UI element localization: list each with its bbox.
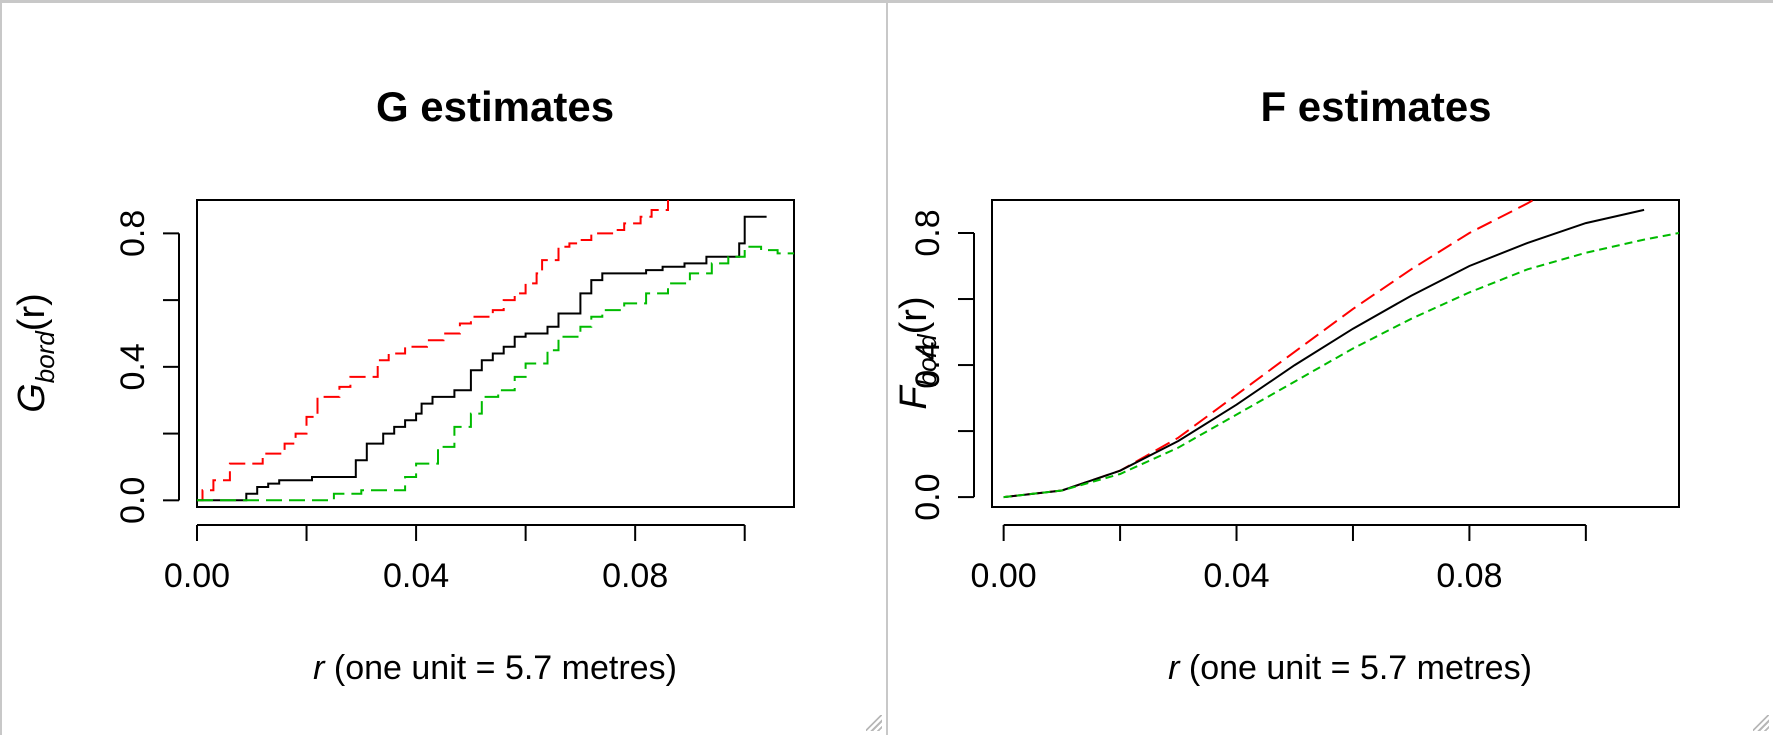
f-estimates-panel: F estimates 0.00 0.04 0.08 0.0 0.4 0.8 r (on… — [886, 0, 1773, 735]
x-axis-label: r (one unit = 5.7 metres) — [313, 649, 677, 687]
x-tick-label: 0.04 — [383, 557, 449, 595]
y-tick-label: 0.0 — [114, 477, 152, 524]
resize-grip[interactable] — [1753, 715, 1769, 731]
plot-frame — [991, 199, 1680, 508]
plot-lines — [1003, 200, 1679, 499]
x-axis: 0.00 0.04 0.08 — [971, 524, 1587, 595]
y-tick-label: 0.4 — [114, 343, 152, 390]
series-line-0 — [197, 200, 669, 502]
resize-grip[interactable] — [866, 715, 882, 731]
series-line-2 — [197, 245, 794, 502]
f-estimates-chart: F estimates 0.00 0.04 0.08 0.0 0.4 0.8 r (on… — [893, 83, 1680, 687]
y-tick-label: 0.4 — [909, 341, 947, 388]
chart-title: G estimates — [376, 83, 614, 130]
series-line-0 — [1003, 200, 1536, 499]
x-tick-label: 0.00 — [971, 557, 1037, 595]
series-line-1 — [1003, 208, 1645, 499]
series-line-1 — [197, 215, 767, 502]
y-axis: 0.0 0.4 0.8 — [909, 209, 975, 521]
x-tick-label: 0.04 — [1203, 557, 1269, 595]
chart-title: F estimates — [1260, 83, 1491, 130]
x-tick-label: 0.08 — [1436, 557, 1502, 595]
x-axis-label: r (one unit = 5.7 metres) — [1168, 649, 1532, 687]
x-tick-label: 0.08 — [602, 557, 668, 595]
y-axis-label: Gbord(r) — [11, 293, 60, 413]
y-tick-label: 0.8 — [909, 209, 947, 256]
y-tick-label: 0.8 — [114, 210, 152, 257]
g-estimates-panel: G estimates 0.00 0.04 0.08 0.0 0.4 0.8 r (on… — [0, 0, 886, 735]
y-axis: 0.0 0.4 0.8 — [114, 210, 180, 524]
series-line-2 — [1003, 232, 1679, 499]
g-estimates-chart: G estimates 0.00 0.04 0.08 0.0 0.4 0.8 r (on… — [11, 83, 795, 687]
y-tick-label: 0.0 — [909, 473, 947, 520]
plot-frame — [196, 199, 795, 508]
x-tick-label: 0.00 — [164, 557, 230, 595]
y-axis-label: Fbord(r) — [893, 296, 942, 409]
x-axis: 0.00 0.04 0.08 — [164, 524, 746, 595]
plot-lines — [197, 200, 794, 502]
